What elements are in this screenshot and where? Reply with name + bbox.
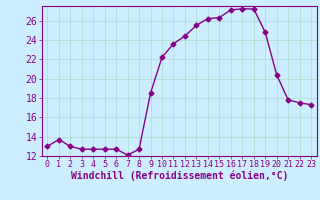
- X-axis label: Windchill (Refroidissement éolien,°C): Windchill (Refroidissement éolien,°C): [70, 171, 288, 181]
